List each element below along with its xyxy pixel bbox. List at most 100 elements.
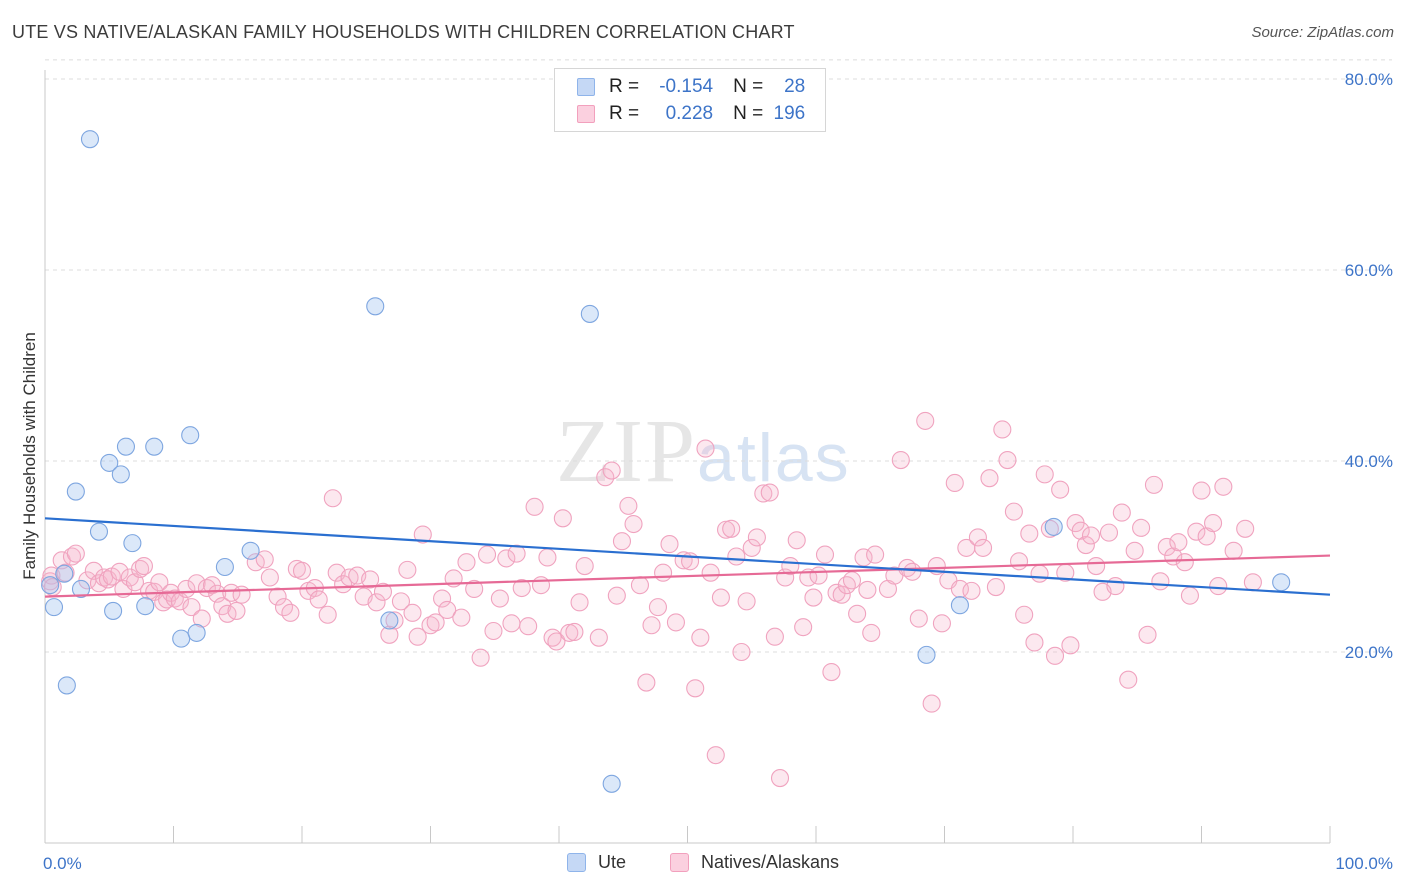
natives-point <box>477 545 497 564</box>
natives-point <box>398 560 417 579</box>
natives-point <box>547 632 566 651</box>
natives-point <box>760 483 779 502</box>
natives-point <box>380 625 399 644</box>
natives-point <box>732 642 751 662</box>
chart-title: UTE VS NATIVE/ALASKAN FAMILY HOUSEHOLDS … <box>12 22 795 42</box>
ute-point <box>917 645 936 664</box>
natives-point <box>727 547 746 566</box>
natives-point <box>1138 625 1157 644</box>
ute-point <box>44 598 64 617</box>
natives-point <box>666 613 685 632</box>
natives-point <box>607 586 626 605</box>
ute-point <box>104 601 123 620</box>
natives-point <box>602 461 621 480</box>
natives-point <box>596 468 615 487</box>
natives-point <box>1209 577 1228 596</box>
natives-point <box>471 648 490 667</box>
ute-point <box>602 774 621 793</box>
legend-natives-swatch <box>669 853 689 872</box>
watermark-atlas: atlas <box>697 420 851 496</box>
natives-point <box>426 613 445 632</box>
natives-point <box>367 593 386 612</box>
legend-item-natives: Natives/Alaskans <box>669 852 839 873</box>
natives-point <box>754 484 773 503</box>
natives-point <box>980 469 999 488</box>
natives-point <box>619 496 638 515</box>
natives-point <box>1015 605 1034 624</box>
natives-trend-line <box>44 554 1331 598</box>
natives-point <box>531 576 551 595</box>
ute-point <box>950 596 969 615</box>
natives-point <box>909 609 928 628</box>
natives-point <box>421 616 440 635</box>
natives-point <box>945 473 964 493</box>
natives-point <box>292 561 312 580</box>
natives-point <box>408 627 427 646</box>
natives-point <box>804 588 823 607</box>
natives-point <box>932 614 951 633</box>
ute-r-value: -0.154 <box>659 76 714 97</box>
natives-r-label: R = <box>609 103 640 124</box>
ute-point <box>116 437 136 456</box>
natives-point <box>413 525 432 544</box>
natives-point <box>862 623 881 642</box>
ute-point <box>380 611 399 630</box>
natives-point <box>1009 552 1029 571</box>
natives-point <box>575 556 594 576</box>
legend-ute-swatch <box>566 853 586 872</box>
natives-point <box>648 598 667 617</box>
ute-point <box>241 541 260 560</box>
natives-point <box>1045 646 1065 665</box>
natives-point <box>134 556 153 576</box>
natives-point <box>452 608 471 627</box>
ute-point <box>80 130 100 149</box>
natives-point <box>318 605 337 624</box>
ute-point <box>215 557 234 577</box>
natives-point <box>630 576 650 595</box>
y-tick-label: 60.0% <box>1345 261 1393 280</box>
natives-point <box>770 769 790 788</box>
y-tick-label: 40.0% <box>1345 452 1393 471</box>
axis-labels: 20.0% 40.0% 60.0% 80.0% 0.0% 100.0% Family Hou… <box>20 70 1393 873</box>
natives-point <box>832 585 851 604</box>
natives-point <box>858 580 877 599</box>
natives-point <box>815 545 835 564</box>
natives-point <box>507 544 526 563</box>
ute-point <box>66 482 85 501</box>
natives-point <box>1106 577 1125 596</box>
natives-point <box>696 439 715 458</box>
natives-point <box>916 411 935 430</box>
natives-point <box>519 617 538 636</box>
natives-point <box>973 538 993 557</box>
ute-point <box>172 629 191 648</box>
natives-point <box>1204 514 1223 533</box>
natives-point <box>570 593 589 612</box>
natives-point <box>848 604 867 623</box>
watermark: ZIPatlas <box>556 400 851 503</box>
natives-point <box>706 746 725 765</box>
natives-point <box>642 616 661 635</box>
natives-point <box>711 588 730 607</box>
natives-point <box>227 601 246 620</box>
natives-point <box>891 450 910 470</box>
ute-point <box>100 453 119 472</box>
y-axis-title: Family Households with Children <box>20 332 39 580</box>
natives-point <box>968 528 987 547</box>
natives-point <box>1243 573 1262 592</box>
natives-point <box>950 579 969 599</box>
y-tick-label: 80.0% <box>1345 70 1393 89</box>
natives-point <box>203 576 222 595</box>
natives-point <box>66 544 85 563</box>
legend-ute-label: Ute <box>597 852 626 872</box>
natives-point <box>716 520 736 539</box>
natives-point <box>1076 535 1095 555</box>
natives-point <box>1030 564 1049 583</box>
natives-point <box>232 585 251 604</box>
natives-point <box>837 576 856 595</box>
natives-point <box>624 514 643 534</box>
natives-point <box>465 579 484 599</box>
natives-point <box>903 562 922 581</box>
natives-point <box>490 589 509 608</box>
natives-point <box>660 535 679 554</box>
natives-point <box>391 592 410 611</box>
